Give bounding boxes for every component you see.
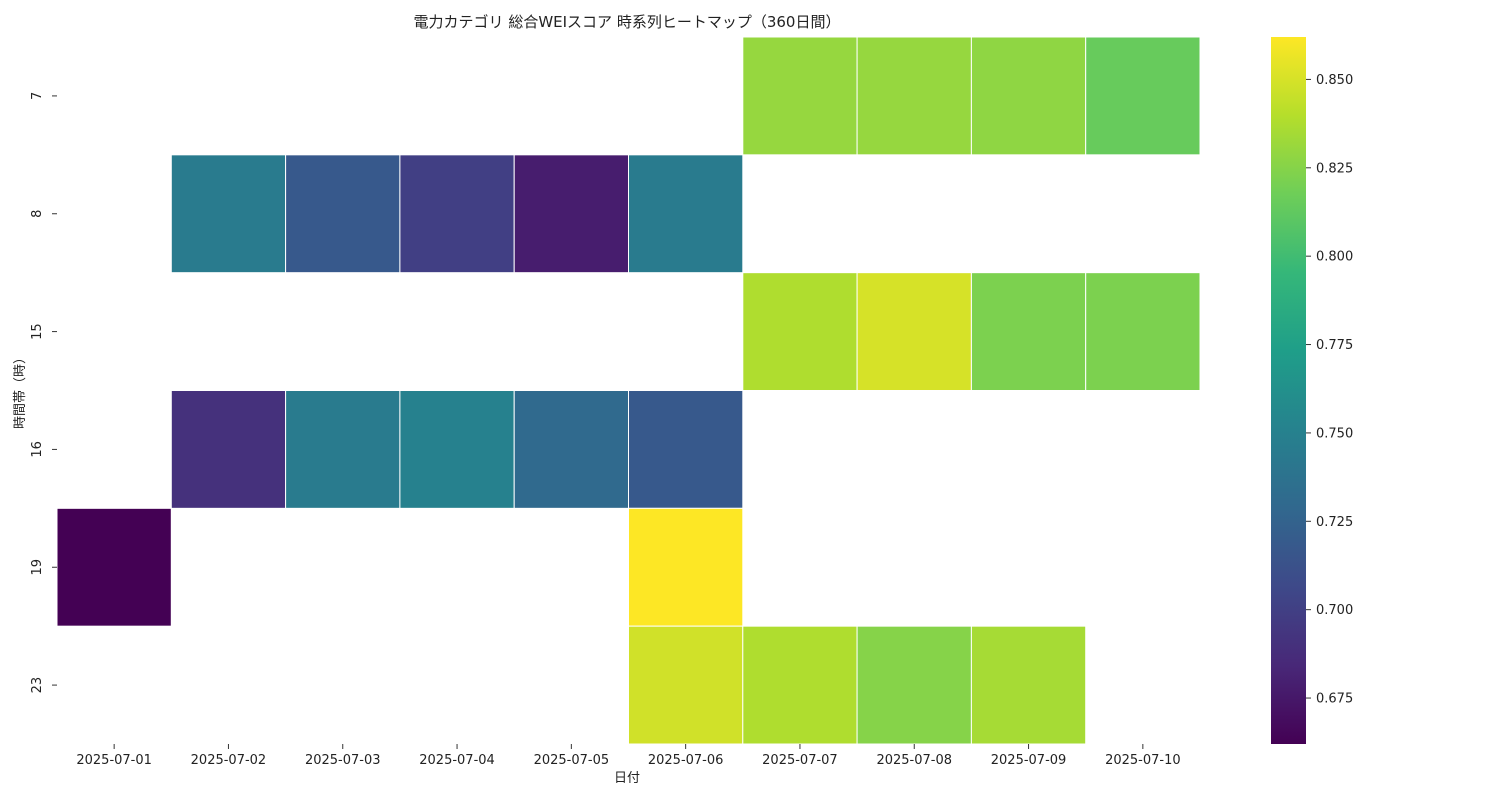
heatmap-cell — [970, 272, 1087, 391]
heatmap-cell — [513, 154, 630, 274]
x-tick-label: 2025-07-05 — [534, 753, 610, 768]
heatmap-cell — [513, 390, 630, 509]
heatmap-cell — [970, 625, 1087, 745]
heatmap-cell — [399, 154, 515, 274]
x-tick-label: 2025-07-08 — [876, 753, 952, 768]
heatmap-cell — [742, 625, 858, 745]
heatmap-cell — [856, 625, 972, 745]
heatmap-cells — [56, 36, 1201, 745]
colorbar-tick-label: 0.725 — [1316, 515, 1353, 530]
heatmap-cell — [970, 36, 1087, 156]
heatmap-cell — [56, 507, 172, 627]
y-tick-label: 7 — [30, 92, 45, 100]
y-tick-label: 23 — [30, 677, 45, 694]
y-tick-label: 8 — [30, 210, 45, 218]
heatmap-cell — [170, 154, 287, 274]
x-tick-label: 2025-07-03 — [305, 753, 381, 768]
heatmap-cell — [628, 154, 744, 274]
colorbar-tick-label: 0.800 — [1316, 250, 1353, 265]
heatmap-cell — [1085, 36, 1201, 156]
x-tick-label: 2025-07-09 — [991, 753, 1067, 768]
y-axis-ticks: 7 8 15 16 19 23 — [30, 92, 57, 694]
colorbar-tick-label: 0.675 — [1316, 692, 1353, 707]
x-axis-ticks: 2025-07-01 2025-07-02 2025-07-03 2025-07-04… — [76, 744, 1181, 768]
colorbar-tick-label: 0.775 — [1316, 338, 1353, 353]
heatmap-cell — [628, 507, 744, 627]
colorbar-ticks: 0.675 0.700 0.725 0.750 0.775 0.800 0.825 0.850 — [1306, 73, 1353, 707]
colorbar-tick-label: 0.700 — [1316, 603, 1353, 618]
y-tick-label: 19 — [30, 559, 45, 576]
heatmap-cell — [170, 390, 287, 509]
x-tick-label: 2025-07-10 — [1105, 753, 1181, 768]
heatmap-cell — [742, 272, 858, 391]
heatmap-cell — [856, 272, 972, 391]
heatmap-cell — [856, 36, 972, 156]
heatmap-cell — [285, 154, 401, 274]
colorbar — [1271, 37, 1306, 744]
heatmap-cell — [1085, 272, 1201, 391]
y-tick-label: 15 — [30, 323, 45, 340]
y-axis-label: 時間帯（時） — [13, 351, 28, 429]
colorbar-tick-label: 0.750 — [1316, 426, 1353, 441]
x-tick-label: 2025-07-01 — [76, 753, 152, 768]
heatmap-cell — [399, 390, 515, 509]
x-tick-label: 2025-07-04 — [419, 753, 495, 768]
heatmap-cell — [285, 390, 401, 509]
chart-title: 電力カテゴリ 総合WEIスコア 時系列ヒートマップ（360日間） — [414, 13, 841, 31]
x-tick-label: 2025-07-06 — [648, 753, 724, 768]
x-tick-label: 2025-07-02 — [191, 753, 267, 768]
x-tick-label: 2025-07-07 — [762, 753, 838, 768]
heatmap-cell — [742, 36, 858, 156]
heatmap-cell — [628, 625, 744, 745]
colorbar-tick-label: 0.850 — [1316, 73, 1353, 88]
y-tick-label: 16 — [30, 441, 45, 458]
x-axis-label: 日付 — [614, 771, 640, 786]
colorbar-tick-label: 0.825 — [1316, 161, 1353, 176]
heatmap-cell — [628, 390, 744, 509]
